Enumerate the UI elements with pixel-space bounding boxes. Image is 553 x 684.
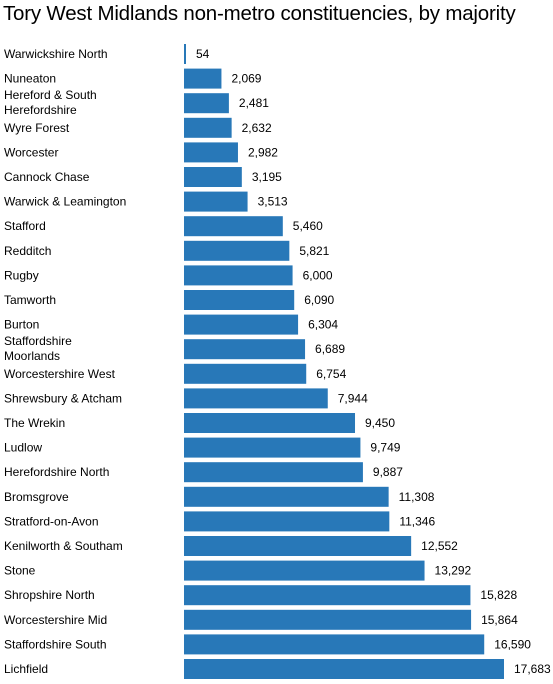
value-label: 11,308 [399,490,435,504]
category-label: Stratford-on-Avon [4,514,99,528]
bar [184,585,471,606]
chart-title: Tory West Midlands non-metro constituenc… [3,2,516,25]
value-label: 3,513 [258,195,288,209]
bar [184,486,389,507]
category-label: Stone [4,564,36,578]
category-label: Lichfield [4,662,48,676]
value-label: 54 [196,47,210,61]
bar [184,265,293,286]
value-label: 6,000 [303,268,333,282]
value-label: 2,632 [242,121,272,135]
bar [184,609,472,630]
bar [184,240,290,261]
category-label: Staffordshire South [4,637,107,651]
value-label: 6,689 [315,342,345,356]
value-label: 16,590 [494,637,531,651]
category-label: Herefordshire North [4,465,109,479]
category-label: Shropshire North [4,588,95,602]
bar [184,68,222,89]
value-label: 9,749 [370,441,400,455]
bar [184,167,242,187]
value-label: 6,304 [308,318,338,332]
category-label: Warwickshire North [4,47,108,61]
value-label: 5,821 [299,244,329,258]
category-label: Hereford & South Herefordshire [4,88,97,117]
bar [184,290,295,310]
value-label: 6,754 [316,367,346,381]
bar [184,216,283,237]
bar [184,142,238,163]
category-label: Cannock Chase [4,170,90,184]
bar [184,117,232,138]
category-label: Rugby [4,268,39,282]
bar [184,634,485,655]
bar [184,437,361,458]
category-label: Ludlow [4,441,42,455]
value-label: 9,887 [373,465,403,479]
bar [184,536,412,556]
bar [184,44,186,64]
value-label: 5,460 [293,219,323,233]
bar [184,511,390,532]
bar [184,339,306,360]
category-label: Worcestershire Mid [4,613,107,627]
bar [184,659,504,679]
category-label: Wyre Forest [4,121,70,135]
category-label: Warwick & Leamington [4,195,126,209]
category-label: Bromsgrove [4,490,69,504]
category-label: Redditch [4,244,51,258]
bar [184,314,299,335]
bar [184,93,229,114]
bar [184,191,248,212]
category-label: Shrewsbury & Atcham [4,391,122,405]
bar [184,363,307,384]
bar [184,413,356,433]
value-label: 15,864 [481,613,518,627]
category-label: Kenilworth & Southam [4,539,123,553]
category-label: Staffordshire Moorlands [4,334,72,363]
category-label: Tamworth [4,293,56,307]
value-label: 17,683 [514,662,551,676]
category-label: Worcester [4,145,58,159]
category-label: Stafford [4,219,46,233]
value-label: 6,090 [304,293,334,307]
category-label: Worcestershire West [4,367,116,381]
value-label: 2,982 [248,145,278,159]
bar [184,560,425,581]
category-label: Burton [4,318,39,332]
value-label: 12,552 [421,539,458,553]
value-label: 11,346 [399,514,435,528]
value-label: 3,195 [252,170,282,184]
value-label: 7,944 [338,391,368,405]
bar [184,388,328,409]
category-label: The Wrekin [4,416,65,430]
value-label: 2,481 [239,96,269,110]
bar [184,462,363,483]
value-label: 9,450 [365,416,395,430]
category-label: Nuneaton [4,72,56,86]
value-label: 13,292 [435,564,472,578]
value-label: 2,069 [231,72,261,86]
value-label: 15,828 [480,588,517,602]
